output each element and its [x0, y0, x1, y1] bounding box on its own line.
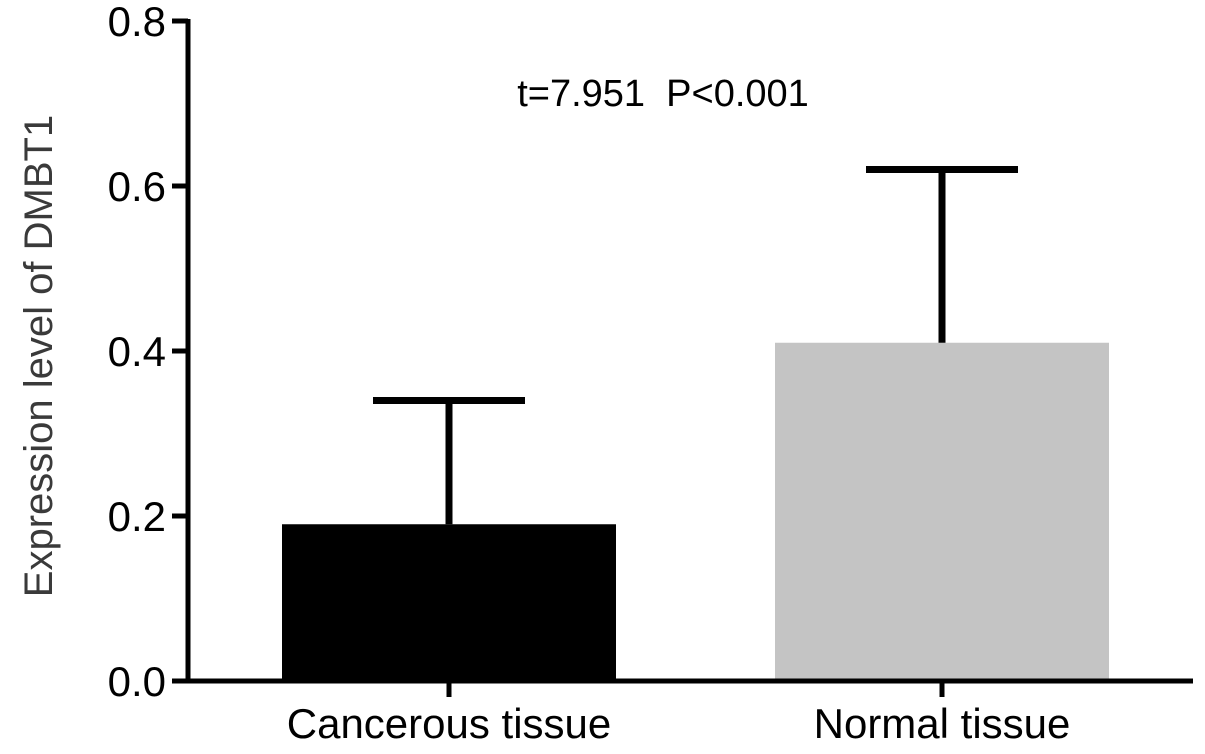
y-tick-label-0.8: 0.8	[108, 0, 166, 45]
y-tick-label-0.4: 0.4	[108, 328, 166, 375]
stat-annotation: t=7.951 P<0.001	[517, 73, 809, 115]
y-tick-label-0.2: 0.2	[108, 493, 166, 540]
bars-layer	[282, 342, 1109, 681]
y-tick-label-0.0: 0.0	[108, 658, 166, 705]
y-tick-label-0.6: 0.6	[108, 163, 166, 210]
bar-cancerous-tissue	[282, 524, 616, 681]
x-tick-label-normal-tissue: Normal tissue	[814, 700, 1071, 747]
bar-normal-tissue	[775, 342, 1109, 681]
axes-layer	[172, 18, 1193, 697]
y-axis-title: Expression level of DMBT1	[17, 115, 61, 597]
labels-layer: Cancerous tissue Normal tissue 0.0 0.2 0.4 0.…	[108, 0, 1071, 747]
x-tick-label-cancerous-tissue: Cancerous tissue	[287, 700, 612, 747]
error-bars-layer	[373, 166, 1018, 525]
